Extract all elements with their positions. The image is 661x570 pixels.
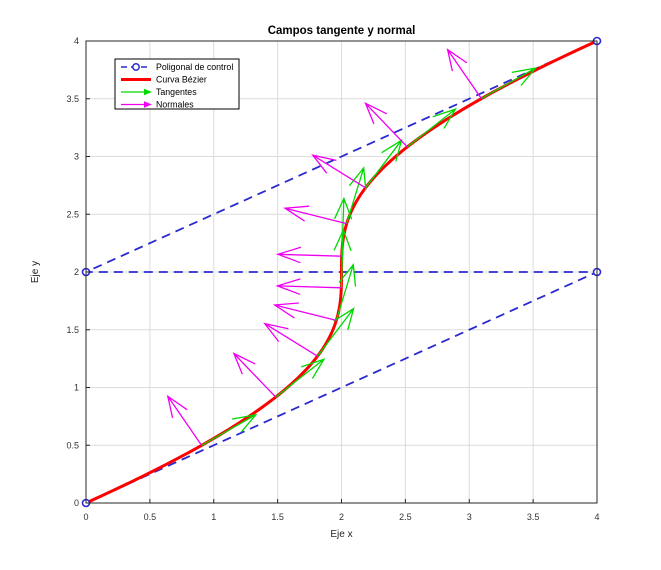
x-tick-label: 1.5: [271, 512, 284, 522]
y-tick-label: 2.5: [66, 209, 79, 219]
normal-arrow: [166, 394, 203, 446]
tick-labels: 0 0.5 1 1.5 2 2.5 3 3.5 4 0 0.5 1 1.5 2 2.5 3 3.5 4: [66, 36, 599, 522]
tangent-arrow: [316, 307, 355, 357]
y-tick-label: 4: [74, 36, 79, 46]
normal-arrow: [283, 205, 347, 225]
normal-arrows: [166, 48, 482, 446]
y-tick-label: 1: [74, 383, 79, 393]
tangent-arrow: [481, 67, 538, 100]
legend-entry-tangentes: Tangentes: [121, 87, 197, 97]
x-tick-label: 0.5: [144, 512, 157, 522]
normal-arrow: [275, 278, 342, 295]
y-tick-label: 2: [74, 267, 79, 277]
tangent-arrow: [345, 166, 367, 224]
tangent-arrows: [201, 67, 538, 446]
circle-marker-sample: [132, 63, 140, 71]
x-tick-label: 2: [339, 512, 344, 522]
x-axis-label: Eje x: [330, 529, 352, 540]
x-tick-label: 2.5: [399, 512, 412, 522]
x-tick-label: 3: [467, 512, 472, 522]
legend: Poligonal de control Curva Bézier Tangen…: [114, 58, 240, 110]
legend-label: Curva Bézier: [156, 75, 207, 85]
legend-label: Normales: [156, 100, 194, 110]
y-tick-label: 3.5: [66, 94, 79, 104]
axis-ticks: [85, 40, 598, 504]
x-tick-label: 4: [594, 512, 599, 522]
normal-arrow: [311, 154, 366, 189]
x-tick-label: 0: [83, 512, 88, 522]
normal-arrow: [263, 322, 318, 357]
y-tick-label: 3: [74, 152, 79, 162]
legend-entry-control-polygon: Poligonal de control: [121, 62, 233, 72]
tangent-arrow: [201, 413, 258, 446]
tangent-arrow: [406, 107, 457, 148]
x-tick-label: 1: [211, 512, 216, 522]
tangent-arrow: [275, 358, 326, 398]
y-axis-label: Eje y: [30, 261, 41, 283]
arrow-head-sample: [144, 88, 152, 96]
normal-arrow: [232, 352, 277, 398]
y-tick-label: 0: [74, 498, 79, 508]
normal-arrow: [275, 246, 342, 264]
tangent-arrow: [335, 263, 357, 321]
y-tick-label: 0.5: [66, 440, 79, 450]
normal-arrow: [364, 101, 408, 148]
normal-arrow: [272, 302, 337, 322]
arrow-head-sample: [144, 101, 152, 108]
legend-entry-bezier: Curva Bézier: [121, 75, 207, 85]
legend-entry-normales: Normales: [121, 100, 194, 110]
normal-arrow: [446, 48, 482, 99]
plot-title: Campos tangente y normal: [268, 25, 416, 37]
x-tick-label: 3.5: [527, 512, 540, 522]
y-tick-label: 1.5: [66, 325, 79, 335]
tangent-arrow: [334, 196, 353, 257]
legend-label: Tangentes: [156, 87, 197, 97]
legend-label: Poligonal de control: [156, 62, 233, 72]
